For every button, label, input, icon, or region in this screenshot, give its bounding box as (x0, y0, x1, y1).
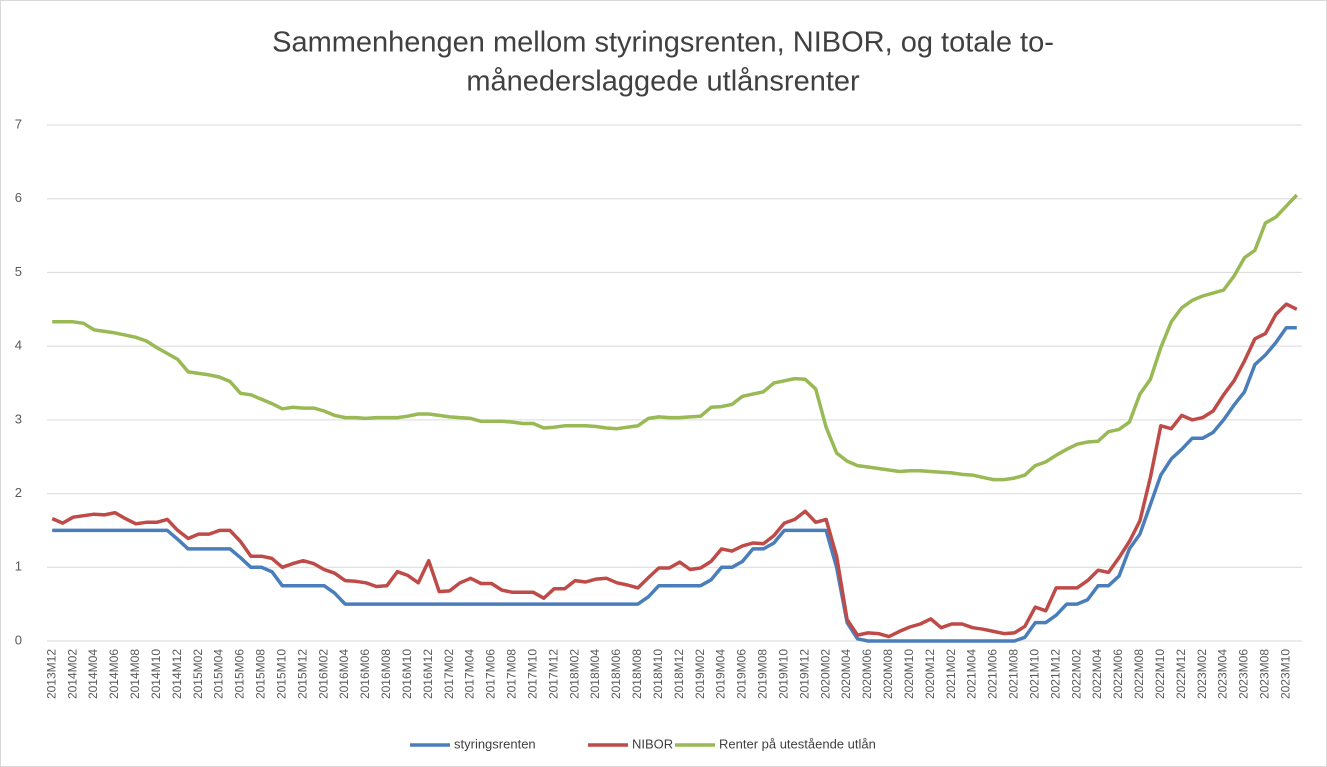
x-tick-label: 2020M08 (881, 649, 895, 699)
x-tick-label: 2019M12 (797, 649, 811, 699)
x-tick-label: 2023M06 (1237, 649, 1251, 699)
x-tick-label: 2018M08 (630, 649, 644, 699)
x-tick-label: 2021M02 (944, 649, 958, 699)
x-tick-label: 2016M06 (358, 649, 372, 699)
x-tick-label: 2019M08 (756, 649, 770, 699)
x-tick-label: 2021M06 (986, 649, 1000, 699)
y-tick-label: 5 (15, 264, 22, 279)
x-tick-label: 2021M08 (1007, 649, 1021, 699)
series-line (51, 302, 1298, 639)
x-tick-label: 2019M02 (693, 649, 707, 699)
x-tick-label: 2015M08 (254, 649, 268, 699)
x-tick-label: 2014M08 (128, 649, 142, 699)
y-tick-label: 3 (15, 411, 22, 426)
legend-label: Renter på utestående utlån (719, 736, 876, 751)
x-tick-label: 2023M02 (1195, 649, 1209, 699)
series-line (52, 325, 1297, 643)
y-tick-label: 1 (15, 559, 22, 574)
x-tick-label: 2019M10 (776, 649, 790, 699)
x-tick-label: 2018M04 (588, 649, 602, 699)
x-tick-label: 2021M04 (965, 649, 979, 699)
x-tick-label: 2017M06 (484, 649, 498, 699)
series-line (52, 193, 1299, 482)
chart-title: Sammenhengen mellom styringsrenten, NIBO… (272, 27, 1054, 59)
x-tick-label: 2014M04 (86, 649, 100, 699)
x-tick-label: 2023M10 (1278, 649, 1292, 699)
x-tick-label: 2017M04 (463, 649, 477, 699)
x-tick-label: 2018M02 (567, 649, 581, 699)
x-tick-label: 2015M02 (191, 649, 205, 699)
x-tick-label: 2023M08 (1258, 649, 1272, 699)
x-tick-label: 2015M12 (295, 649, 309, 699)
x-tick-label: 2022M06 (1111, 649, 1125, 699)
x-tick-label: 2022M12 (1174, 649, 1188, 699)
x-tick-label: 2014M12 (170, 649, 184, 699)
x-tick-label: 2016M02 (316, 649, 330, 699)
x-tick-label: 2015M10 (274, 649, 288, 699)
y-tick-label: 2 (15, 485, 22, 500)
x-tick-label: 2022M04 (1090, 649, 1104, 699)
x-tick-label: 2017M08 (505, 649, 519, 699)
x-tick-label: 2014M06 (107, 649, 121, 699)
y-tick-label: 4 (15, 338, 22, 353)
x-tick-label: 2019M06 (735, 649, 749, 699)
x-tick-label: 2021M12 (1048, 649, 1062, 699)
x-tick-label: 2020M02 (818, 649, 832, 699)
chart-title: månederslaggede utlånsrenter (466, 66, 860, 98)
x-tick-label: 2013M12 (44, 649, 58, 699)
legend-label: NIBOR (632, 736, 673, 751)
x-tick-label: 2022M10 (1153, 649, 1167, 699)
y-tick-label: 7 (15, 116, 22, 131)
x-tick-label: 2022M02 (1069, 649, 1083, 699)
legend-label: styringsrenten (454, 736, 536, 751)
x-tick-label: 2016M08 (379, 649, 393, 699)
x-tick-label: 2018M12 (672, 649, 686, 699)
x-tick-label: 2017M10 (525, 649, 539, 699)
x-tick-label: 2018M10 (651, 649, 665, 699)
x-tick-label: 2019M04 (714, 649, 728, 699)
x-tick-label: 2017M02 (442, 649, 456, 699)
x-tick-label: 2017M12 (546, 649, 560, 699)
x-tick-label: 2014M10 (149, 649, 163, 699)
x-tick-label: 2021M10 (1027, 649, 1041, 699)
y-tick-label: 6 (15, 190, 22, 205)
x-tick-label: 2018M06 (609, 649, 623, 699)
x-tick-label: 2020M06 (860, 649, 874, 699)
x-tick-label: 2014M02 (65, 649, 79, 699)
x-tick-label: 2022M08 (1132, 649, 1146, 699)
x-tick-label: 2016M12 (421, 649, 435, 699)
x-tick-label: 2015M04 (212, 649, 226, 699)
x-tick-label: 2020M10 (902, 649, 916, 699)
x-tick-label: 2016M04 (337, 649, 351, 699)
y-tick-label: 0 (15, 632, 22, 647)
x-tick-label: 2016M10 (400, 649, 414, 699)
x-tick-label: 2015M06 (233, 649, 247, 699)
x-tick-label: 2020M12 (923, 649, 937, 699)
x-tick-label: 2023M04 (1216, 649, 1230, 699)
x-tick-label: 2020M04 (839, 649, 853, 699)
